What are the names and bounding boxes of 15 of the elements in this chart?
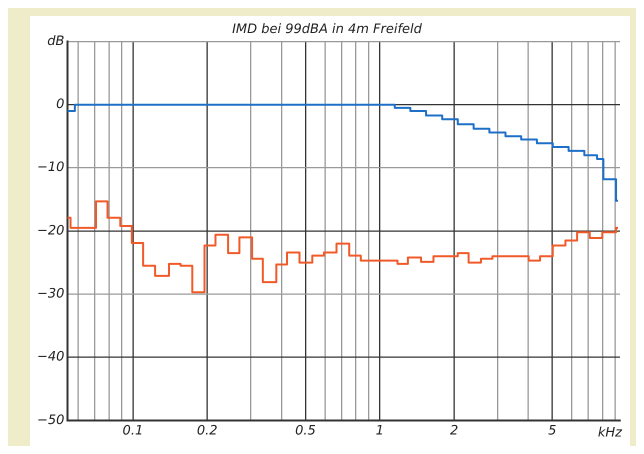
x-tick-label: 0.2 [196, 424, 218, 439]
y-tick-label: −50 [36, 412, 64, 428]
y-tick-label: −30 [36, 286, 64, 302]
y-tick-label: −10 [36, 160, 64, 176]
chart-title: IMD bei 99dBA in 4m Freifeld [232, 22, 423, 38]
x-tick-label: 0.1 [122, 424, 144, 439]
x-tick-label: 2 [450, 424, 458, 439]
y-tick-label: dB [47, 34, 65, 49]
x-axis-title: kHz [598, 425, 624, 440]
x-tick-label: 1 [376, 424, 384, 439]
y-tick-label: −40 [36, 350, 64, 365]
y-tick-label: −20 [36, 223, 64, 238]
x-tick-label: 5 [548, 424, 556, 439]
y-tick-label: 0 [56, 97, 64, 112]
x-tick-label: 0.5 [295, 424, 316, 439]
